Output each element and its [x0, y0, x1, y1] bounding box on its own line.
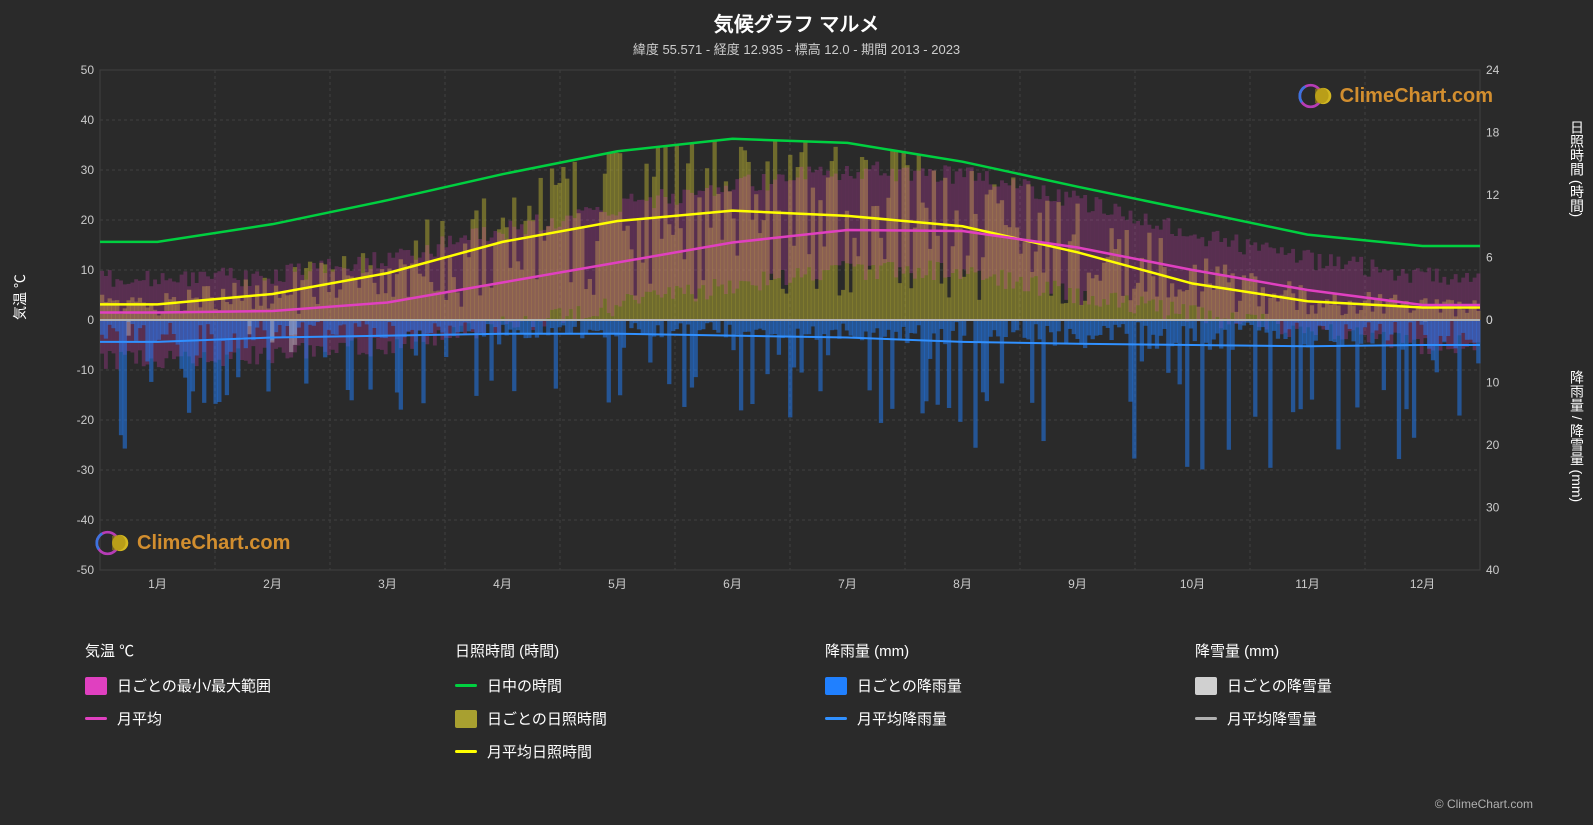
- chart-area: -50-40-30-20-100102030405006121824010203…: [70, 60, 1515, 600]
- legend-label: 月平均日照時間: [487, 741, 592, 762]
- svg-text:20: 20: [1486, 438, 1500, 452]
- legend-line-swatch: [455, 750, 477, 753]
- svg-text:0: 0: [87, 313, 94, 327]
- legend-label: 月平均: [117, 708, 162, 729]
- legend-item: 月平均: [85, 708, 415, 729]
- legend-item: 日ごとの降雨量: [825, 675, 1155, 696]
- watermark-text: ClimeChart.com: [1340, 85, 1493, 108]
- legend-column: 降雪量 (mm) 日ごとの降雪量月平均降雪量: [1195, 640, 1525, 774]
- climechart-logo-icon: [1298, 78, 1334, 114]
- legend-label: 日中の時間: [487, 675, 562, 696]
- legend-item: 日中の時間: [455, 675, 785, 696]
- watermark-bottom: ClimeChart.com: [95, 525, 290, 561]
- chart-title: 気候グラフ マルメ: [0, 8, 1593, 37]
- legend-line-swatch: [1195, 717, 1217, 720]
- svg-text:6月: 6月: [723, 577, 742, 591]
- legend-header: 降雨量 (mm): [825, 640, 1155, 661]
- climechart-logo-icon: [95, 525, 131, 561]
- legend-column: 降雨量 (mm) 日ごとの降雨量月平均降雨量: [825, 640, 1155, 774]
- svg-text:11月: 11月: [1295, 577, 1319, 591]
- legend-label: 月平均降雪量: [1227, 708, 1317, 729]
- legend-item: 日ごとの降雪量: [1195, 675, 1525, 696]
- legend-column: 気温 ℃ 日ごとの最小/最大範囲月平均: [85, 640, 415, 774]
- chart-subtitle: 緯度 55.571 - 経度 12.935 - 標高 12.0 - 期間 201…: [0, 39, 1593, 58]
- svg-text:30: 30: [1486, 501, 1500, 515]
- y-axis-right-bottom-label: 降雨量 / 降雪量 (mm): [1567, 370, 1587, 502]
- svg-text:-20: -20: [77, 413, 95, 427]
- legend-box-swatch: [1195, 677, 1217, 695]
- svg-text:40: 40: [81, 113, 95, 127]
- svg-text:1月: 1月: [148, 577, 167, 591]
- y-axis-right-top-label: 日照時間 (時間): [1567, 120, 1587, 217]
- legend-line-swatch: [825, 717, 847, 720]
- svg-text:3月: 3月: [378, 577, 397, 591]
- svg-text:5月: 5月: [608, 577, 627, 591]
- legend-item: 月平均降雨量: [825, 708, 1155, 729]
- svg-text:20: 20: [81, 213, 95, 227]
- svg-text:-50: -50: [77, 563, 95, 577]
- legend-label: 日ごとの最小/最大範囲: [117, 675, 271, 696]
- legend: 気温 ℃ 日ごとの最小/最大範囲月平均 日照時間 (時間) 日中の時間日ごとの日照時間…: [85, 640, 1525, 774]
- legend-header: 日照時間 (時間): [455, 640, 785, 661]
- svg-text:0: 0: [1486, 313, 1493, 327]
- svg-text:18: 18: [1486, 126, 1500, 140]
- legend-item: 日ごとの最小/最大範囲: [85, 675, 415, 696]
- legend-box-swatch: [85, 677, 107, 695]
- legend-box-swatch: [825, 677, 847, 695]
- legend-item: 月平均降雪量: [1195, 708, 1525, 729]
- title-area: 気候グラフ マルメ 緯度 55.571 - 経度 12.935 - 標高 12.…: [0, 0, 1593, 58]
- svg-text:8月: 8月: [953, 577, 972, 591]
- legend-header: 気温 ℃: [85, 640, 415, 661]
- watermark-text: ClimeChart.com: [137, 532, 290, 555]
- svg-text:12月: 12月: [1410, 577, 1435, 591]
- svg-text:7月: 7月: [838, 577, 857, 591]
- watermark-top: ClimeChart.com: [1298, 78, 1493, 114]
- legend-item: 日ごとの日照時間: [455, 708, 785, 729]
- legend-line-swatch: [85, 717, 107, 720]
- y-axis-left-label: 気温 ℃: [10, 274, 30, 320]
- svg-text:30: 30: [81, 163, 95, 177]
- svg-text:10: 10: [1486, 376, 1500, 390]
- climate-chart-svg: -50-40-30-20-100102030405006121824010203…: [70, 60, 1515, 600]
- legend-line-swatch: [455, 684, 477, 687]
- svg-text:12: 12: [1486, 188, 1500, 202]
- svg-text:24: 24: [1486, 63, 1500, 77]
- svg-text:6: 6: [1486, 251, 1493, 265]
- svg-text:4月: 4月: [493, 577, 512, 591]
- copyright-text: © ClimeChart.com: [1435, 797, 1533, 811]
- svg-text:10: 10: [81, 263, 95, 277]
- svg-text:-30: -30: [77, 463, 95, 477]
- legend-label: 月平均降雨量: [857, 708, 947, 729]
- svg-text:9月: 9月: [1068, 577, 1087, 591]
- legend-header: 降雪量 (mm): [1195, 640, 1525, 661]
- legend-box-swatch: [455, 710, 477, 728]
- legend-label: 日ごとの日照時間: [487, 708, 607, 729]
- legend-label: 日ごとの降雪量: [1227, 675, 1332, 696]
- svg-text:-10: -10: [77, 363, 95, 377]
- svg-text:2月: 2月: [263, 577, 282, 591]
- svg-text:40: 40: [1486, 563, 1500, 577]
- legend-column: 日照時間 (時間) 日中の時間日ごとの日照時間月平均日照時間: [455, 640, 785, 774]
- svg-text:-40: -40: [77, 513, 95, 527]
- svg-text:10月: 10月: [1180, 577, 1205, 591]
- svg-text:50: 50: [81, 63, 95, 77]
- legend-label: 日ごとの降雨量: [857, 675, 962, 696]
- legend-item: 月平均日照時間: [455, 741, 785, 762]
